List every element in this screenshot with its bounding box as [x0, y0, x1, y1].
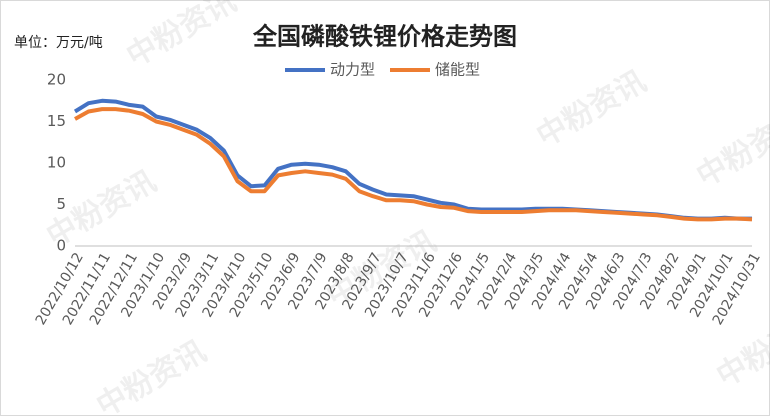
line-series	[74, 107, 753, 222]
watermark: 中粉资讯	[531, 64, 652, 154]
legend-label: 动力型	[330, 61, 375, 79]
watermark: 中粉资讯	[691, 104, 770, 194]
watermark: 中粉资讯	[91, 334, 212, 416]
legend-label: 储能型	[435, 61, 480, 79]
chart-title: 全国磷酸铁锂价格走势图	[252, 22, 517, 51]
y-axis-label: 单位：万元/吨	[14, 35, 103, 51]
y-tick-label: 0	[56, 237, 66, 255]
y-tick-label: 5	[56, 195, 66, 213]
watermark: 中粉资讯	[121, 0, 242, 74]
y-tick-label: 20	[47, 71, 66, 89]
y-tick-label: 15	[47, 112, 66, 130]
y-tick-label: 10	[47, 154, 66, 172]
